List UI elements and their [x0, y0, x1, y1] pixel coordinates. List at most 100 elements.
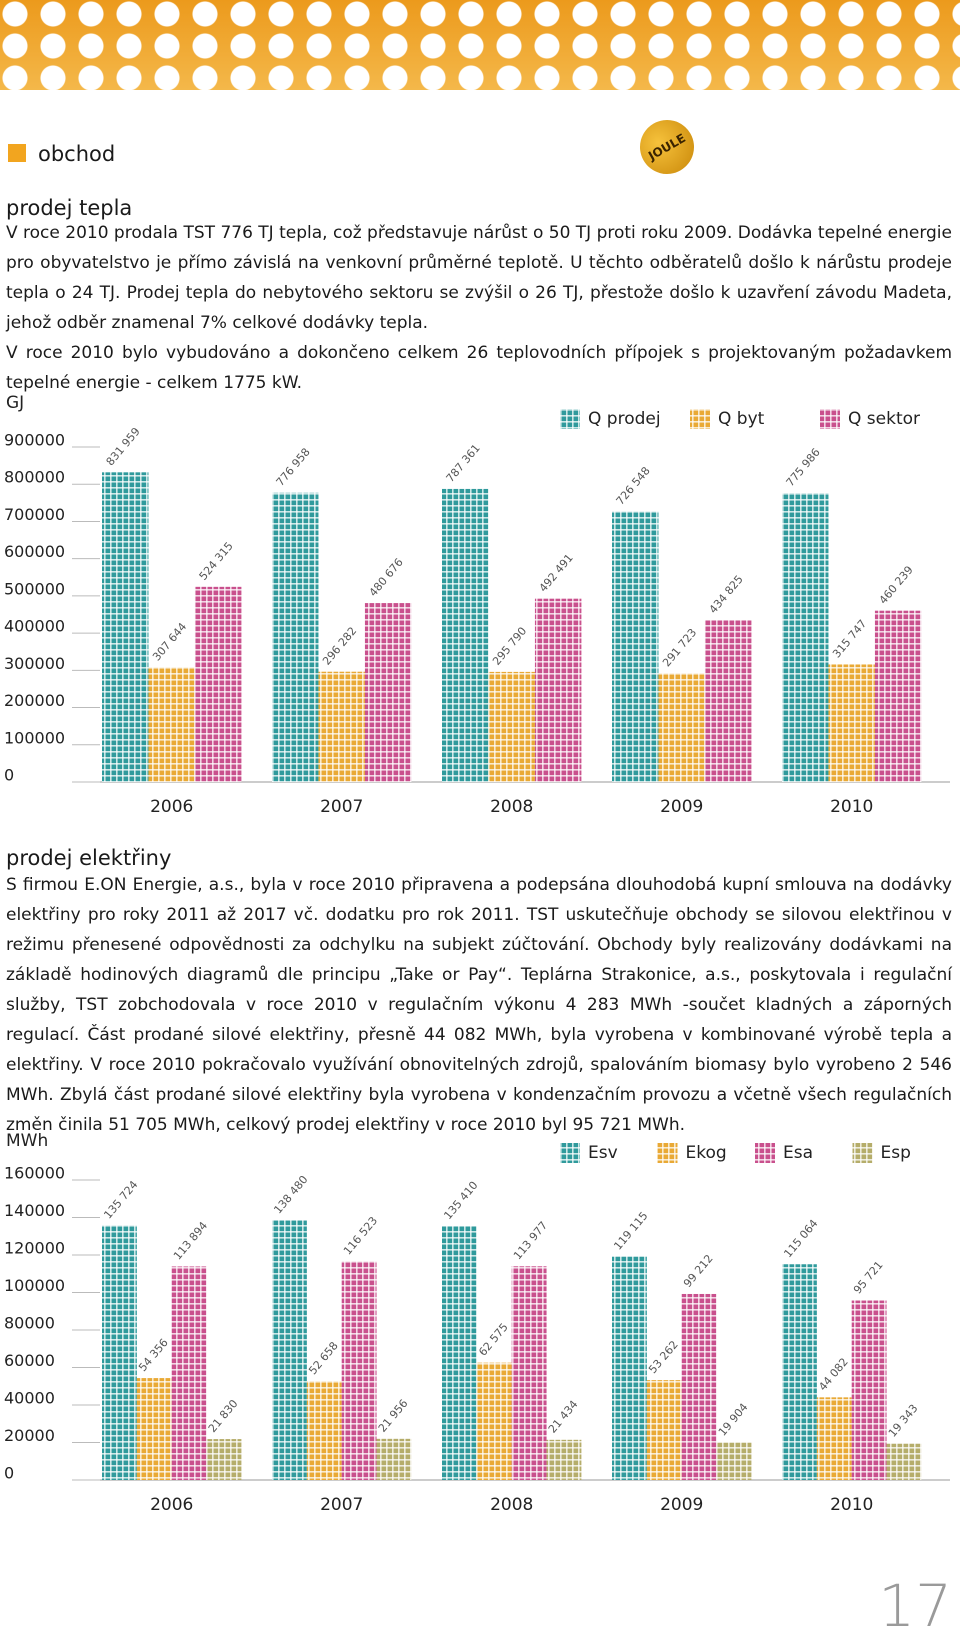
bar [102, 472, 149, 782]
value-label: 19 343 [886, 1402, 921, 1440]
legend-label: Esa [783, 1143, 813, 1163]
bar [658, 673, 705, 782]
bar [874, 610, 922, 782]
paragraph: S firmou E.ON Energie, a.s., byla v roce… [6, 875, 952, 1135]
bar [828, 664, 875, 782]
bar [488, 671, 535, 782]
bar [851, 1300, 887, 1480]
x-tick-label: 2009 [660, 1495, 703, 1515]
legend-label: Ekog [686, 1143, 727, 1163]
value-label: 113 894 [171, 1219, 210, 1262]
value-label: 315 747 [830, 617, 869, 660]
value-label: 115 064 [781, 1217, 820, 1260]
bar [136, 1378, 172, 1480]
value-label: 113 977 [511, 1219, 550, 1262]
y-tick-label: 0 [4, 1464, 14, 1483]
value-label: 119 115 [611, 1209, 650, 1252]
bar [272, 492, 319, 782]
paragraph: V roce 2010 bylo vybudováno a dokončeno … [6, 343, 952, 393]
heading: prodej tepla [6, 196, 133, 220]
value-label: 54 356 [136, 1336, 171, 1374]
legend-swatch [852, 1143, 873, 1163]
legend-label: Q byt [718, 409, 765, 429]
bar [704, 620, 752, 782]
bar [612, 511, 659, 782]
value-label: 52 658 [306, 1339, 341, 1377]
legend-label: Esv [588, 1143, 618, 1163]
legend-swatch [560, 409, 580, 429]
value-label: 99 212 [681, 1252, 716, 1290]
legend-label: Esp [881, 1143, 911, 1163]
legend-swatch [690, 409, 710, 429]
y-tick-label: 700000 [4, 505, 65, 524]
bar [442, 488, 489, 782]
value-label: 116 523 [341, 1214, 380, 1257]
value-label: 460 239 [877, 563, 916, 606]
y-tick-label: 40000 [4, 1389, 55, 1408]
value-label: 296 282 [320, 624, 359, 667]
legend-swatch [820, 409, 840, 429]
value-label: 21 830 [206, 1397, 241, 1435]
value-label: 21 956 [376, 1397, 411, 1435]
y-tick-label: 0 [4, 766, 14, 785]
y-tick-label: 300000 [4, 654, 65, 673]
value-label: 434 825 [707, 573, 746, 616]
bar [816, 1397, 852, 1480]
chart: GJ 0 100000 200000 300000 400000 500000 600000 7… [4, 395, 950, 817]
bar [476, 1362, 512, 1480]
x-tick-label: 2007 [320, 797, 363, 817]
bar [102, 1225, 137, 1480]
value-label: 775 986 [784, 446, 823, 489]
bar [442, 1226, 477, 1480]
bar [681, 1293, 717, 1480]
bar [272, 1220, 307, 1480]
y-tick-label: 800000 [4, 468, 65, 487]
value-label: 44 082 [816, 1355, 851, 1393]
x-tick-label: 2009 [660, 797, 703, 817]
y-tick-label: 160000 [4, 1164, 65, 1183]
y-tick-label: 140000 [4, 1201, 65, 1220]
bar [534, 598, 582, 782]
value-label: 524 315 [197, 540, 236, 583]
y-tick-label: 400000 [4, 617, 65, 636]
banner [0, 0, 960, 90]
logo: JOULE [630, 110, 704, 184]
bar [612, 1256, 647, 1480]
bar [546, 1439, 582, 1480]
x-tick-label: 2010 [830, 1495, 873, 1515]
paragraphs: S firmou E.ON Energie, a.s., byla v roce… [6, 870, 952, 1140]
value-label: 291 723 [660, 626, 699, 669]
bar [376, 1438, 412, 1480]
bar [171, 1266, 207, 1480]
y-tick-label: 100000 [4, 1276, 65, 1295]
y-tick-label: 600000 [4, 542, 65, 561]
page-number: 17 [878, 1572, 952, 1640]
value-label: 726 548 [614, 464, 653, 507]
y-tick-label: 80000 [4, 1314, 55, 1333]
y-axis-label: MWh [6, 1133, 48, 1151]
y-tick-label: 200000 [4, 691, 65, 710]
y-tick-label: 500000 [4, 579, 65, 598]
value-label: 19 904 [716, 1401, 751, 1439]
bar [511, 1266, 547, 1480]
y-axis-label: GJ [6, 395, 24, 413]
section-label: obchod [38, 142, 116, 166]
value-label: 53 262 [646, 1338, 681, 1376]
chart: MWh 0 20000 40000 60000 80000 100000 120000 1400… [4, 1133, 950, 1515]
legend-label: Q prodej [588, 409, 661, 429]
value-label: 307 644 [150, 620, 189, 663]
value-label: 138 480 [271, 1173, 310, 1216]
value-label: 295 790 [490, 625, 529, 668]
legend-swatch [657, 1143, 678, 1163]
bar [886, 1443, 922, 1480]
bar [206, 1439, 242, 1480]
y-tick-label: 100000 [4, 728, 65, 747]
section-marker [8, 144, 26, 162]
value-label: 95 721 [851, 1259, 886, 1297]
x-tick-label: 2008 [490, 797, 533, 817]
bar [194, 586, 242, 782]
y-tick-label: 20000 [4, 1426, 55, 1445]
y-tick-label: 120000 [4, 1239, 65, 1258]
